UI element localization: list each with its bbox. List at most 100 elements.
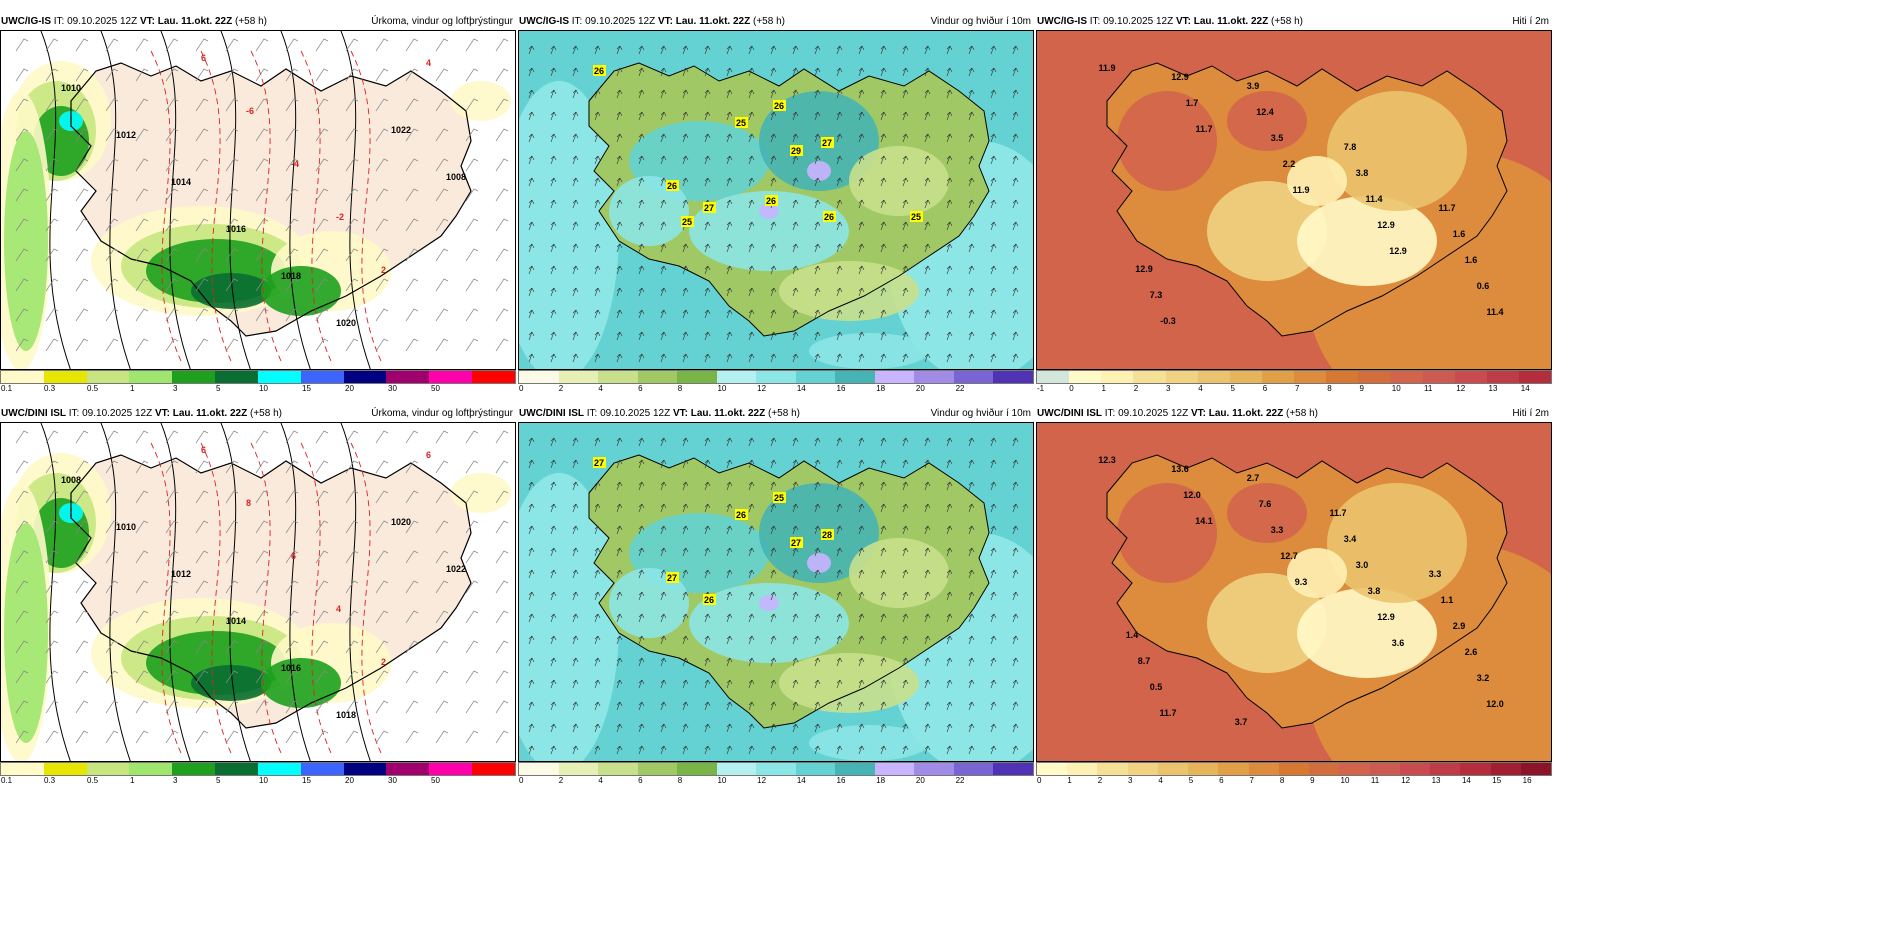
legend-tick-label: 2 bbox=[558, 384, 564, 393]
isobar-label: 1016 bbox=[226, 224, 246, 234]
field-name: Úrkoma, vindur og loftþrýstingur bbox=[371, 16, 513, 27]
field-name: Hiti í 2m bbox=[1512, 408, 1549, 419]
legend-tick-label: 0.1 bbox=[1, 384, 13, 393]
legend-tick-label: 0 bbox=[1037, 776, 1042, 785]
legend-tick-label: 50 bbox=[431, 776, 440, 785]
map-canvas[interactable]: 1010 1012 1014 1016 1018 1020 1022 1008 6 -6 -4 -2 2… bbox=[0, 30, 516, 370]
legend-tick-label: 5 bbox=[216, 776, 221, 785]
legend-tick-label: 6 bbox=[638, 776, 643, 785]
map-canvas[interactable]: 12.3 14.1 9.3 3.6 12.0 12.0 12.7 12.9 3.2 13.6 3.3… bbox=[1036, 422, 1552, 762]
legend-tick-label: 1 bbox=[1067, 776, 1072, 785]
legend-tick-label: 20 bbox=[345, 384, 354, 393]
legend-tick-label: 8 bbox=[677, 384, 683, 393]
legend-swatch bbox=[1358, 371, 1391, 383]
wind-gust-label: 26 bbox=[774, 101, 784, 111]
legend-swatch bbox=[215, 763, 258, 775]
map-canvas[interactable]: 26 26 25 29 27 26 27 26 25 26 25 bbox=[518, 30, 1034, 370]
isobar-label: 1012 bbox=[116, 130, 136, 140]
panel-title: UWC/DINI ISL IT: 09.10.2025 12Z VT: Lau.… bbox=[518, 406, 1034, 422]
legend-tick-labels: 0 1 2 3 4 5 6 7 8 9 10 11 12 13 14 15 16 bbox=[1036, 776, 1552, 788]
legend-tick-label: 30 bbox=[388, 776, 397, 785]
temperature-contour-label: -4 bbox=[291, 159, 299, 169]
temperature-value-label: 0.6 bbox=[1477, 281, 1490, 291]
temperature-value-label: -0.3 bbox=[1160, 316, 1176, 326]
legend-swatch bbox=[598, 763, 638, 775]
init-time: IT: 09.10.2025 12Z bbox=[571, 16, 656, 27]
isobar-label: 1016 bbox=[281, 663, 301, 673]
temperature-contour-label: -6 bbox=[246, 106, 254, 116]
temperature-value-label: 11.9 bbox=[1098, 63, 1115, 73]
legend-tick-label: 6 bbox=[638, 384, 643, 393]
legend-swatch bbox=[1454, 371, 1487, 383]
legend-tick-label: 0 bbox=[519, 384, 524, 393]
temperature-value-label: 3.3 bbox=[1271, 525, 1284, 535]
isobar-label: 1020 bbox=[391, 517, 411, 527]
isobar-label: 1014 bbox=[226, 616, 246, 626]
legend-swatch bbox=[558, 763, 599, 775]
temperature-contour-label: 6 bbox=[201, 53, 206, 63]
field-name: Vindur og hviður í 10m bbox=[930, 408, 1031, 419]
valid-time-label: VT: bbox=[1175, 16, 1191, 27]
wind-gust-label: 25 bbox=[911, 212, 921, 222]
legend-tick-label: 4 bbox=[1198, 384, 1203, 393]
legend-swatch bbox=[716, 763, 757, 775]
temperature-contour-label: -2 bbox=[336, 212, 344, 222]
wind-gust-label: 26 bbox=[704, 595, 714, 605]
temperature-value-label: 3.9 bbox=[1247, 81, 1260, 91]
legend-swatch bbox=[129, 763, 173, 775]
valid-time-label: VT: bbox=[154, 408, 170, 419]
color-legend-bar bbox=[518, 762, 1034, 776]
legend-swatch bbox=[1133, 371, 1166, 383]
legend-swatch bbox=[343, 763, 387, 775]
legend-swatch bbox=[1188, 763, 1219, 775]
map-canvas[interactable]: 11.9 11.7 11.9 12.9 11.4 1.7 2.2 12.9 0.6 12.9 3.5… bbox=[1036, 30, 1552, 370]
isobar-label: 1018 bbox=[281, 271, 301, 281]
legend-swatch bbox=[429, 371, 473, 383]
legend-swatch bbox=[1278, 763, 1310, 775]
temperature-value-label: 3.8 bbox=[1356, 168, 1369, 178]
lead-time: (+58 h) bbox=[1271, 16, 1303, 27]
temperature-value-label: 11.7 bbox=[1329, 508, 1346, 518]
field-name: Úrkoma, vindur og loftþrýstingur bbox=[371, 408, 513, 419]
temperature-value-label: 0.5 bbox=[1150, 682, 1163, 692]
map-canvas[interactable]: 27 25 26 27 28 27 26 bbox=[518, 422, 1034, 762]
temperature-value-label: 3.0 bbox=[1356, 560, 1369, 570]
valid-time: Lau. 11.okt. 22Z bbox=[1193, 16, 1269, 27]
panel-title: UWC/IG-IS IT: 09.10.2025 12Z VT: Lau. 11… bbox=[1036, 14, 1552, 30]
wind-gust-label: 28 bbox=[822, 530, 832, 540]
legend-swatch bbox=[1218, 763, 1249, 775]
legend-swatch bbox=[300, 371, 344, 383]
legend-tick-label: 6 bbox=[1262, 384, 1268, 393]
legend-swatch bbox=[1248, 763, 1279, 775]
wind-gust-label: 26 bbox=[667, 181, 677, 191]
temperature-value-label: 12.9 bbox=[1171, 72, 1189, 82]
legend-swatch bbox=[1326, 371, 1359, 383]
map-canvas[interactable]: 1008 1010 1012 1014 1016 1018 1020 1022 6 8 6 4 2 6 bbox=[0, 422, 516, 762]
temperature-value-label: 1.7 bbox=[1186, 98, 1199, 108]
legend-swatch bbox=[1037, 763, 1068, 775]
legend-swatch bbox=[1399, 763, 1431, 775]
legend-swatch bbox=[1069, 371, 1102, 383]
color-legend-bar bbox=[0, 762, 516, 776]
valid-time-label: VT: bbox=[139, 16, 155, 27]
legend-tick-label: 9 bbox=[1310, 776, 1315, 785]
legend-tick-label: 6 bbox=[1219, 776, 1224, 785]
isobar-label: 1022 bbox=[391, 125, 411, 135]
legend-swatch bbox=[429, 763, 473, 775]
legend-swatch bbox=[795, 371, 836, 383]
temperature-contour-label: 4 bbox=[426, 58, 431, 68]
wind-gust-label: 27 bbox=[704, 203, 714, 213]
legend-swatch bbox=[386, 763, 430, 775]
legend-swatch bbox=[172, 763, 216, 775]
legend-swatch bbox=[1229, 371, 1262, 383]
legend-swatch bbox=[386, 371, 430, 383]
legend-tick-label: 30 bbox=[388, 384, 397, 393]
legend-tick-label: 3 bbox=[173, 384, 178, 393]
temperature-value-label: 1.1 bbox=[1441, 595, 1454, 605]
wind-gust-label: 26 bbox=[594, 66, 604, 76]
legend-tick-label: 16 bbox=[836, 776, 846, 785]
legend-swatch bbox=[1309, 763, 1340, 775]
temperature-value-label: 3.7 bbox=[1235, 717, 1248, 727]
valid-time: Lau. 11.okt. 22Z bbox=[675, 16, 751, 27]
valid-time-label: VT: bbox=[672, 408, 688, 419]
